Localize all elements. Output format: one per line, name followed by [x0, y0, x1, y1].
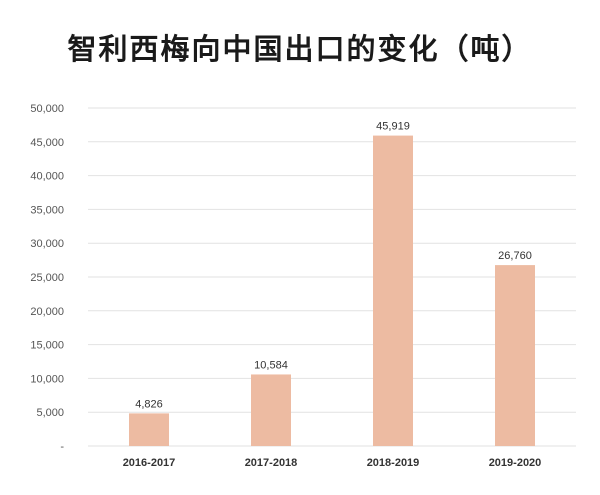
- bar-2016-2017: [129, 413, 169, 446]
- y-tick-label: 50,000: [30, 103, 64, 115]
- y-tick-label: 30,000: [30, 238, 64, 250]
- y-tick-label: 45,000: [30, 137, 64, 149]
- x-tick-label: 2018-2019: [367, 457, 420, 469]
- x-axis: 2016-2017 2017-2018 2018-2019 2019-2020: [123, 457, 542, 469]
- data-label: 10,584: [254, 359, 288, 371]
- data-label: 45,919: [376, 121, 410, 133]
- y-tick-label: 25,000: [30, 272, 64, 284]
- y-tick-label: -: [60, 441, 64, 453]
- data-labels: 4,826 10,584 45,919 26,760: [135, 121, 532, 411]
- x-tick-label: 2019-2020: [489, 457, 542, 469]
- bar-2019-2020: [495, 265, 535, 446]
- data-label: 4,826: [135, 398, 163, 410]
- y-tick-label: 15,000: [30, 340, 64, 352]
- data-label: 26,760: [498, 250, 532, 262]
- y-tick-label: 5,000: [36, 407, 64, 419]
- chart-title: 智利西梅向中国出口的变化（吨）: [67, 32, 533, 66]
- x-tick-label: 2017-2018: [245, 457, 298, 469]
- y-tick-label: 20,000: [30, 306, 64, 318]
- y-tick-label: 35,000: [30, 204, 64, 216]
- grid-lines: [88, 107, 576, 447]
- x-tick-label: 2016-2017: [123, 457, 176, 469]
- bars: [129, 135, 535, 446]
- y-tick-label: 10,000: [30, 373, 64, 385]
- bar-2017-2018: [251, 374, 291, 446]
- y-tick-label: 40,000: [30, 171, 64, 183]
- y-axis: - 5,000 10,000 15,000 20,000 25,000 30,000 35,0…: [30, 103, 64, 453]
- bar-2018-2019: [373, 135, 413, 446]
